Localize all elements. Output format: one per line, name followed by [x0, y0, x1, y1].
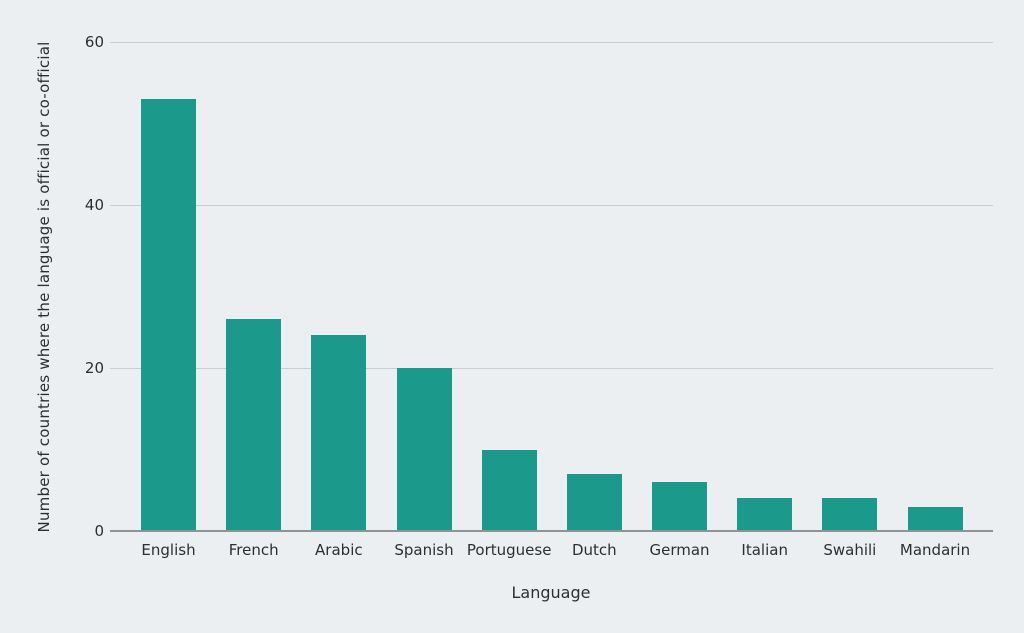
x-tick-label-french: French: [228, 541, 279, 559]
x-tick-label-mandarin: Mandarin: [899, 541, 971, 559]
bar-portuguese: [481, 449, 537, 530]
gridline-y40: [110, 205, 993, 206]
x-tick-label-arabic: Arabic: [315, 541, 363, 559]
y-tick-label-0: 0: [94, 522, 104, 540]
x-axis-line: [110, 530, 993, 532]
y-axis-title: Number of countries where the language i…: [35, 41, 53, 533]
x-tick-label-italian: Italian: [741, 541, 788, 559]
y-tick-label-20: 20: [84, 359, 104, 377]
bar-mandarin: [907, 506, 963, 530]
bar-swahili: [822, 498, 878, 530]
y-tick-label-40: 40: [84, 196, 104, 214]
x-tick-label-portuguese: Portuguese: [466, 541, 552, 559]
bar-italian: [737, 498, 793, 530]
gridline-y20: [110, 368, 993, 369]
bar-french: [226, 319, 282, 530]
gridline-y60: [110, 42, 993, 43]
x-tick-label-swahili: Swahili: [823, 541, 877, 559]
bar-german: [652, 482, 708, 530]
bar-dutch: [566, 473, 622, 530]
x-tick-label-spanish: Spanish: [394, 541, 454, 559]
bar-english: [141, 99, 196, 530]
bar-spanish: [396, 368, 452, 530]
y-tick-label-60: 60: [84, 33, 104, 51]
bar-arabic: [311, 335, 367, 530]
x-tick-label-german: German: [649, 541, 710, 559]
x-axis-title: Language: [511, 583, 591, 602]
x-tick-label-english: English: [141, 541, 196, 559]
x-tick-label-dutch: Dutch: [571, 541, 617, 559]
